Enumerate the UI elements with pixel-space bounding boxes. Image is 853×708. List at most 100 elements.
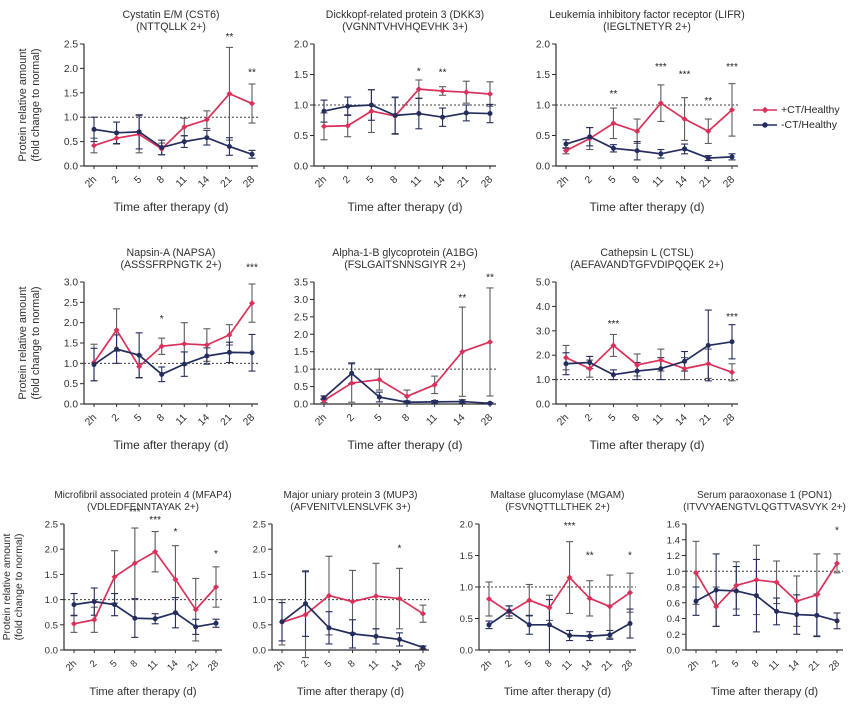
x-tick-label: 8 (630, 412, 642, 424)
data-point (729, 369, 735, 376)
data-point (203, 116, 210, 123)
y-tick-label: 2.5 (64, 298, 78, 309)
x-tick-label: 2h (313, 174, 329, 190)
y-tick-label: 2.0 (536, 40, 550, 51)
y-tick-label: 1.0 (64, 113, 78, 124)
data-point (487, 400, 493, 406)
chart-title: Alpha-1-B glycoprotein (A1BG) (332, 247, 477, 259)
data-point (71, 620, 77, 627)
data-point (181, 123, 188, 130)
series-line--CT/Healthy (488, 610, 631, 637)
x-tick-label: 28 (721, 174, 737, 190)
data-point (487, 338, 493, 345)
data-point (368, 108, 375, 115)
y-tick-label: 3.0 (536, 326, 550, 337)
data-point (172, 576, 179, 583)
data-point (91, 599, 97, 605)
x-tick-label: 2h (83, 412, 99, 428)
y-tick-label: 1.6 (667, 520, 680, 531)
x-tick-label: 28 (241, 174, 257, 190)
data-point (634, 128, 641, 135)
x-tick-label: 28 (721, 412, 737, 428)
y-tick-label: 0.0 (294, 162, 308, 173)
x-tick-label: 2 (88, 658, 100, 670)
data-point (658, 151, 664, 157)
x-tick-label: 21 (600, 658, 615, 673)
x-tick-label: 2 (583, 412, 595, 424)
data-point (463, 89, 470, 96)
x-tick-label: 5 (132, 412, 144, 424)
x-axis-label: Time after therapy (d) (348, 438, 463, 452)
chart-row-2: Napsin-A (NAPSA) (ASSSFRPNGTK 2+) 0.0 0.5 1.… (14, 242, 853, 454)
significance-marker: *** (679, 70, 691, 81)
series-line--CT/Healthy (565, 135, 733, 159)
x-tick-label: 8 (543, 658, 555, 670)
data-point (350, 631, 355, 637)
data-point (136, 352, 142, 358)
chart-dkk3: Dickkopf-related protein 3 (DKK3)(VGNNTV… (294, 9, 496, 214)
data-point (563, 361, 569, 367)
y-tick-label: 0.5 (45, 620, 58, 631)
data-point (226, 90, 233, 97)
panel-pon1: Serum paraoxonase 1 (PON1) (ITVVYAENGTVLQ… (646, 484, 853, 700)
y-tick-label: 1.0 (536, 101, 550, 112)
x-tick-label: 28 (206, 658, 221, 673)
y-tick-label: 0.8 (667, 583, 680, 594)
y-tick-label: 0.5 (294, 131, 308, 142)
significance-marker: *** (655, 62, 667, 73)
significance-marker: * (160, 314, 164, 325)
y-axis-label: Protein relative amount (2, 533, 13, 640)
data-point (420, 644, 426, 650)
series-line--CT/Healthy (565, 340, 733, 376)
x-tick-label: 5 (373, 412, 385, 424)
significance-marker: * (835, 525, 839, 536)
chart-a1bg: Alpha-1-B glycoprotein (A1BG)(FSLGAITSNN… (294, 247, 496, 452)
y-tick-label: 2.0 (294, 40, 308, 51)
x-tick-label: 11 (425, 412, 440, 427)
x-tick-label: 14 (432, 174, 448, 190)
data-point (181, 361, 187, 367)
data-point (793, 598, 800, 605)
x-tick-label: 5 (365, 174, 377, 186)
data-point (348, 380, 355, 387)
x-tick-label: 2h (64, 658, 79, 673)
x-tick-label: 28 (827, 658, 842, 673)
data-point (713, 587, 719, 593)
chart-pon1: Serum paraoxonase 1 (PON1)(ITVVYAENGTVLQ… (667, 490, 846, 698)
y-tick-label: 3.0 (294, 295, 308, 306)
series-line-+CT/Healthy (488, 576, 631, 614)
data-point (396, 595, 403, 602)
data-point (753, 593, 759, 599)
significance-marker: * (173, 527, 177, 538)
x-tick-label: 11 (145, 658, 160, 673)
y-axis-label: Protein relative amount (17, 48, 29, 161)
y-tick-label: 2.0 (64, 64, 78, 75)
significance-marker: *** (246, 263, 258, 274)
data-point (813, 591, 820, 598)
data-point (526, 597, 533, 604)
data-point (321, 395, 327, 401)
data-point (487, 91, 493, 98)
chart-ctsl: Cathepsin L (CTSL)(AEFAVANDTGFVDIPQQEK 2… (536, 247, 738, 452)
data-point (91, 362, 97, 368)
legend-label-minus-ct: -CT/Healthy (781, 118, 838, 131)
panel-mgam: Maltase glucomylase (MGAM) (FSVNQTTLLTHEK… (439, 484, 646, 700)
legend-item-plus-ct: +CT/Healthy (752, 102, 852, 117)
x-tick-label: 8 (155, 174, 167, 186)
series-line-+CT/Healthy (695, 562, 838, 608)
data-point (606, 603, 613, 610)
x-tick-label: 11 (560, 658, 575, 673)
x-tick-label: 11 (651, 174, 666, 189)
x-tick-label: 2h (272, 658, 287, 673)
x-tick-label: 5 (523, 658, 535, 670)
data-point (368, 102, 374, 108)
data-point (627, 589, 633, 596)
data-point (733, 582, 740, 589)
y-tick-label: 0.0 (536, 400, 550, 411)
x-tick-label: 2h (686, 658, 701, 673)
significance-marker: * (214, 549, 218, 560)
data-point (634, 361, 641, 368)
y-tick-label: 1.5 (294, 347, 308, 358)
panel-mup3: Major uniary protein 3 (MUP3) (AFVENITVLE… (232, 484, 439, 700)
data-point (152, 548, 159, 555)
